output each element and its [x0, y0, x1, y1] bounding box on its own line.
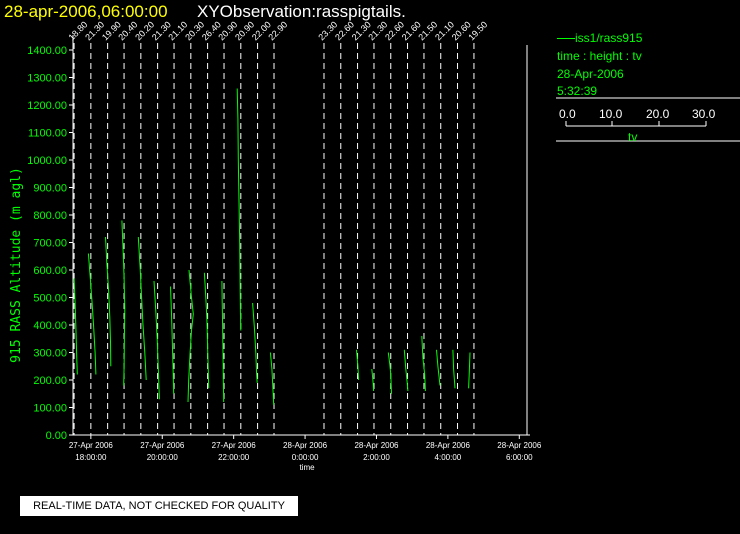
legend-series-label: iss1/rass915 [575, 31, 643, 45]
x-tick-date-label: 27-Apr 2006 [212, 441, 257, 450]
profile-trace [221, 280, 225, 403]
scale-tick-label: 0.0 [559, 107, 576, 121]
legend-date: 28-Apr-2006 [557, 67, 624, 81]
x-axis-label: time [299, 463, 315, 472]
profile-top-label: 22.90 [266, 19, 289, 42]
x-tick-date-label: 28-Apr 2006 [426, 441, 471, 450]
y-tick-label: 500.00 [33, 293, 67, 305]
x-tick-date-label: 28-Apr 2006 [354, 441, 399, 450]
quality-disclaimer: REAL-TIME DATA, NOT CHECKED FOR QUALITY [20, 496, 298, 516]
x-tick-time-label: 22:00:00 [218, 453, 250, 462]
y-axis-label: 915 RASS Altitude (m agl) [9, 167, 24, 363]
y-tick-label: 0.00 [46, 430, 67, 442]
y-tick-label: 200.00 [33, 375, 67, 387]
y-tick-label: 900.00 [33, 183, 67, 195]
profile-trace [153, 280, 160, 400]
profile-trace [436, 349, 441, 386]
legend-variables: time : height : tv [557, 49, 642, 63]
x-tick-date-label: 27-Apr 2006 [140, 441, 185, 450]
profile-trace [371, 368, 375, 392]
x-tick-time-label: 2:00:00 [363, 453, 390, 462]
legend-time: 5:32:39 [557, 84, 598, 98]
x-tick-time-label: 6:00:00 [506, 453, 533, 462]
y-tick-label: 800.00 [33, 210, 67, 222]
profile-trace [203, 272, 210, 389]
scale-tick-label: 30.0 [692, 107, 716, 121]
profile-trace [121, 220, 126, 386]
x-tick-date-label: 28-Apr 2006 [283, 441, 328, 450]
profile-top-label: 19.50 [466, 19, 489, 42]
profile-trace [468, 352, 471, 389]
scale-tick-label: 10.0 [599, 107, 623, 121]
y-tick-label: 700.00 [33, 238, 67, 250]
profile-trace [452, 349, 456, 389]
profile-trace [269, 352, 275, 405]
y-tick-label: 300.00 [33, 348, 67, 360]
profile-trace [137, 236, 147, 381]
profile-trace [421, 335, 426, 392]
profile-trace [87, 253, 97, 375]
y-tick-label: 1400.00 [27, 45, 67, 57]
x-tick-date-label: 27-Apr 2006 [69, 441, 114, 450]
x-tick-time-label: 20:00:00 [147, 453, 179, 462]
legend-series: iss1/rass915 [557, 31, 642, 45]
profile-trace [387, 352, 392, 394]
profile-trace [236, 88, 242, 331]
scale-unit-label: tv [628, 130, 638, 144]
plot-title: XYObservation:rasspigtails. [197, 2, 406, 21]
legend-line-icon [557, 31, 575, 39]
y-tick-label: 1200.00 [27, 100, 67, 112]
profile-trace [252, 302, 258, 383]
y-tick-label: 1300.00 [27, 73, 67, 85]
y-tick-label: 400.00 [33, 320, 67, 332]
scale-tick-label: 20.0 [646, 107, 670, 121]
x-tick-date-label: 28-Apr 2006 [497, 441, 542, 450]
y-tick-label: 600.00 [33, 265, 67, 277]
y-tick-label: 1000.00 [27, 155, 67, 167]
x-tick-time-label: 18:00:00 [75, 453, 107, 462]
profile-trace [403, 349, 409, 392]
profile-trace [187, 269, 194, 403]
x-tick-time-label: 0:00:00 [292, 453, 319, 462]
profile-trace [170, 286, 175, 394]
y-tick-label: 100.00 [33, 403, 67, 415]
profile-trace [356, 349, 360, 381]
profile-trace [105, 236, 112, 367]
profile-trace [73, 278, 78, 375]
x-tick-time-label: 4:00:00 [435, 453, 462, 462]
y-tick-label: 1100.00 [28, 128, 67, 140]
plot-date-time: 28-apr-2006,06:00:00 [4, 2, 168, 21]
